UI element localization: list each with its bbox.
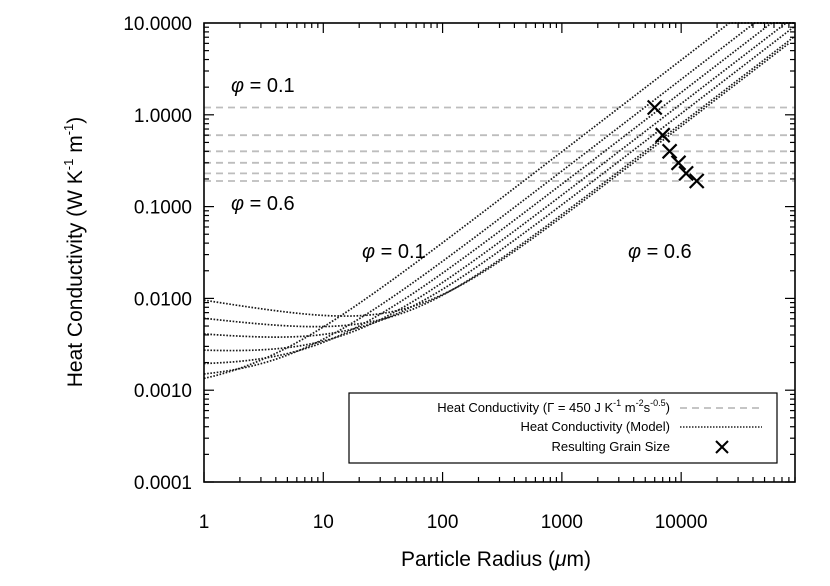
grain-size-marker-phi-0-4 — [670, 155, 687, 171]
model-curve-phi-0-2 — [203, 22, 795, 375]
model-curve-phi-0-6 — [203, 35, 796, 328]
y-tick-label: 0.1000 — [134, 198, 192, 219]
model-curve-phi-0-3 — [203, 22, 795, 365]
y-tick-label: 0.0010 — [134, 381, 192, 402]
annotation-phi-0-6-left: φ = 0.6 — [231, 193, 295, 215]
model-curve-phi-0-4 — [203, 22, 795, 352]
y-tick-label: 10.0000 — [123, 14, 192, 35]
x-tick-label: 10 — [313, 512, 334, 533]
x-axis-title: Particle Radius (μm) — [401, 548, 591, 571]
axis-ticks — [203, 23, 796, 483]
reference-lines — [204, 106, 795, 182]
grain-size-markers — [646, 99, 705, 189]
grain-size-marker-phi-0-2 — [654, 127, 671, 143]
grain-size-marker-phi-0-6 — [688, 173, 705, 189]
legend: Heat Conductivity (Γ = 450 J K-1 m-2s-0.… — [348, 392, 778, 464]
annotation-phi-0-6-right: φ = 0.6 — [628, 241, 692, 263]
legend-label-grain-size: Resulting Grain Size — [552, 439, 671, 454]
y-tick-label: 1.0000 — [134, 106, 192, 127]
model-curve-upper — [203, 42, 790, 317]
y-axis-title: Heat Conductivity (W K-1 m-1) — [61, 117, 87, 388]
x-tick-label: 1000 — [541, 512, 583, 533]
x-tick-label: 1 — [199, 512, 210, 533]
legend-label-reference: Heat Conductivity (Γ = 450 J K-1 m-2s-0.… — [437, 398, 670, 415]
y-tick-label: 0.0100 — [134, 289, 192, 310]
y-tick-label: 0.0001 — [134, 473, 192, 494]
grain-size-marker-phi-0-5 — [678, 165, 694, 182]
x-tick-label: 100 — [427, 512, 459, 533]
annotation-phi-0-1-middle: φ = 0.1 — [362, 241, 426, 263]
annotation-phi-0-1-left: φ = 0.1 — [231, 75, 295, 97]
grain-size-marker-phi-0-3 — [661, 143, 678, 160]
model-curve-phi-0-5 — [203, 25, 796, 338]
model-curve-phi-0-1 — [203, 22, 795, 380]
x-tick-labels: 1 10 100 1000 10000 — [199, 512, 708, 533]
legend-box — [348, 392, 778, 464]
legend-swatch-x-marker — [715, 440, 729, 454]
x-tick-label: 10000 — [655, 512, 708, 533]
legend-label-model: Heat Conductivity (Model) — [520, 419, 670, 434]
y-tick-labels: 0.0001 0.0010 0.0100 0.1000 1.0000 10.0000 — [123, 14, 192, 494]
grain-size-marker-phi-0-1 — [646, 99, 663, 116]
model-curves — [203, 22, 796, 380]
